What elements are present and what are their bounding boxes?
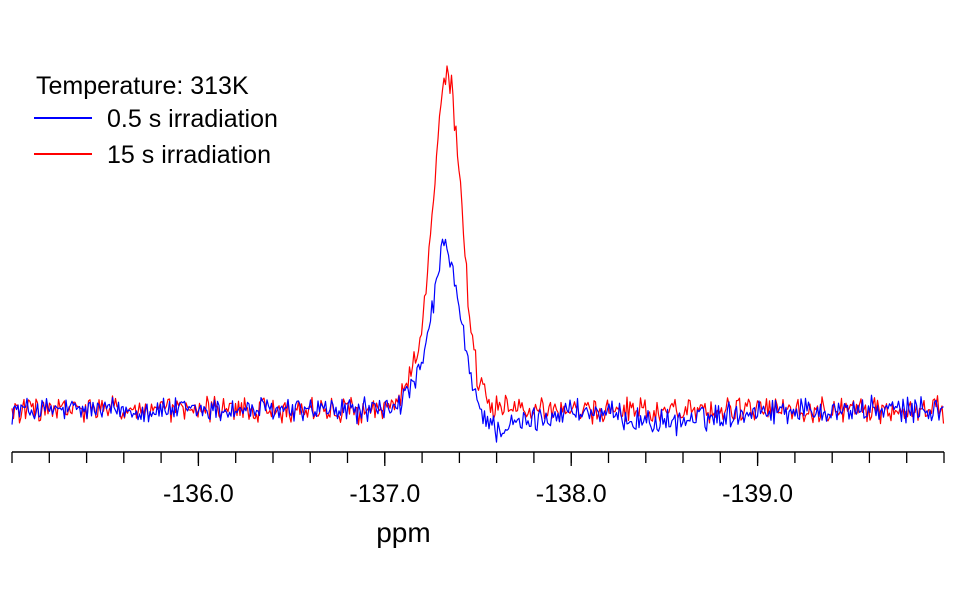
x-tick-label: -138.0 bbox=[536, 480, 607, 508]
legend-label-1: 15 s irradiation bbox=[107, 141, 271, 169]
x-axis: -136.0 -137.0 -138.0 -139.0 ppm bbox=[11, 451, 945, 548]
series-line-1 bbox=[11, 65, 945, 426]
x-ticks: -136.0 -137.0 -138.0 -139.0 bbox=[11, 452, 945, 508]
x-axis-label: ppm bbox=[376, 517, 430, 548]
x-tick-label: -137.0 bbox=[349, 480, 420, 508]
series-line-0 bbox=[11, 238, 944, 443]
x-tick-label: -139.0 bbox=[722, 480, 793, 508]
legend-label-0: 0.5 s irradiation bbox=[107, 105, 278, 133]
legend-title: Temperature: 313K bbox=[36, 72, 249, 100]
legend: Temperature: 313K 0.5 s irradiation 15 s… bbox=[34, 72, 278, 169]
series-layer bbox=[11, 65, 945, 443]
x-tick-label: -136.0 bbox=[163, 480, 234, 508]
